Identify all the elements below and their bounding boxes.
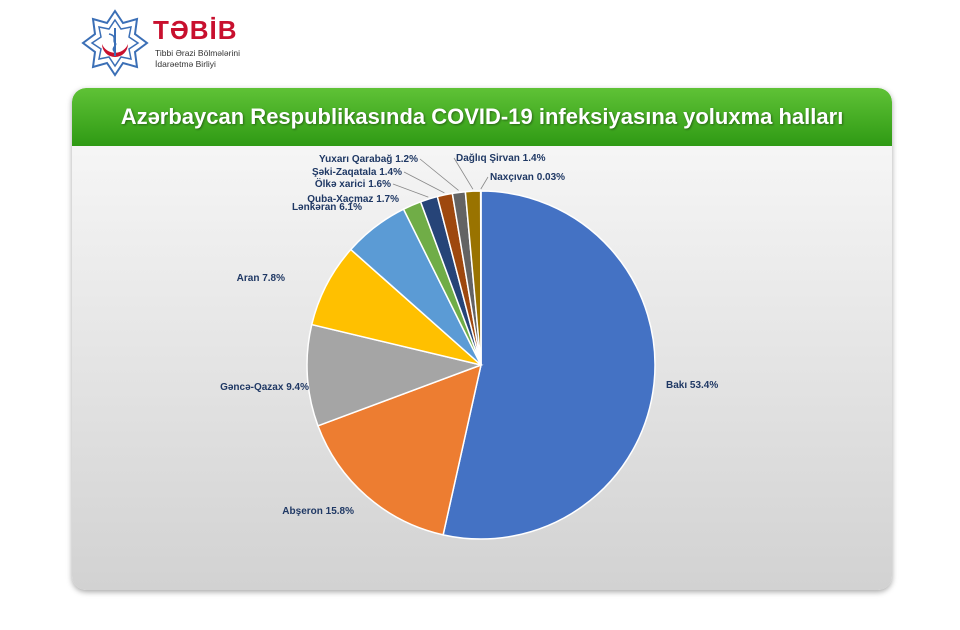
leader-line bbox=[480, 176, 489, 190]
pie-chart: Bakı 53.4% Abşeron 15.8% Gəncə-Qazax 9.4% A… bbox=[220, 153, 718, 540]
tebib-logo: TƏBİB Tibbi Ərazi Bölmələrini İdarəetmə … bbox=[80, 8, 270, 80]
chart-header: Azərbaycan Respublikasında COVID-19 infe… bbox=[72, 88, 892, 146]
data-label: Gəncə-Qazax 9.4% bbox=[220, 382, 309, 393]
logo-name: TƏBİB bbox=[153, 15, 238, 45]
chart-title: Azərbaycan Respublikasında COVID-19 infe… bbox=[120, 104, 844, 129]
leader-line bbox=[453, 157, 474, 190]
data-label: Naxçıvan 0.03% bbox=[490, 172, 565, 183]
data-label: Yuxarı Qarabağ 1.2% bbox=[319, 154, 418, 165]
logo-subtitle-line-2: İdarəetmə Birliyi bbox=[155, 59, 216, 69]
leader-line bbox=[392, 183, 429, 198]
data-label: Ölkə xarici 1.6% bbox=[315, 177, 391, 190]
data-label: Quba-Xaçmaz 1.7% bbox=[307, 194, 399, 205]
chart-card: Azərbaycan Respublikasında COVID-19 infe… bbox=[72, 88, 892, 590]
data-label: Abşeron 15.8% bbox=[282, 506, 354, 517]
data-label: Aran 7.8% bbox=[237, 273, 285, 284]
leader-line bbox=[403, 171, 445, 194]
data-label: Şəki-Zaqatala 1.4% bbox=[312, 167, 402, 178]
pie-slice-abşeron bbox=[317, 363, 483, 536]
logo-subtitle-line-1: Tibbi Ərazi Bölmələrini bbox=[155, 48, 240, 58]
data-label: Lənkəran 6.1% bbox=[292, 202, 362, 213]
leader-line bbox=[419, 158, 459, 191]
data-label: Dağlıq Şirvan 1.4% bbox=[456, 153, 546, 164]
pie-slice-gəncə-qazax bbox=[306, 323, 484, 427]
data-label: Bakı 53.4% bbox=[666, 380, 718, 391]
logo-subtitle: Tibbi Ərazi Bölmələrini İdarəetmə Birliy… bbox=[155, 48, 265, 70]
tebib-emblem-icon bbox=[81, 9, 149, 77]
pie-slice-bakı bbox=[442, 190, 656, 540]
